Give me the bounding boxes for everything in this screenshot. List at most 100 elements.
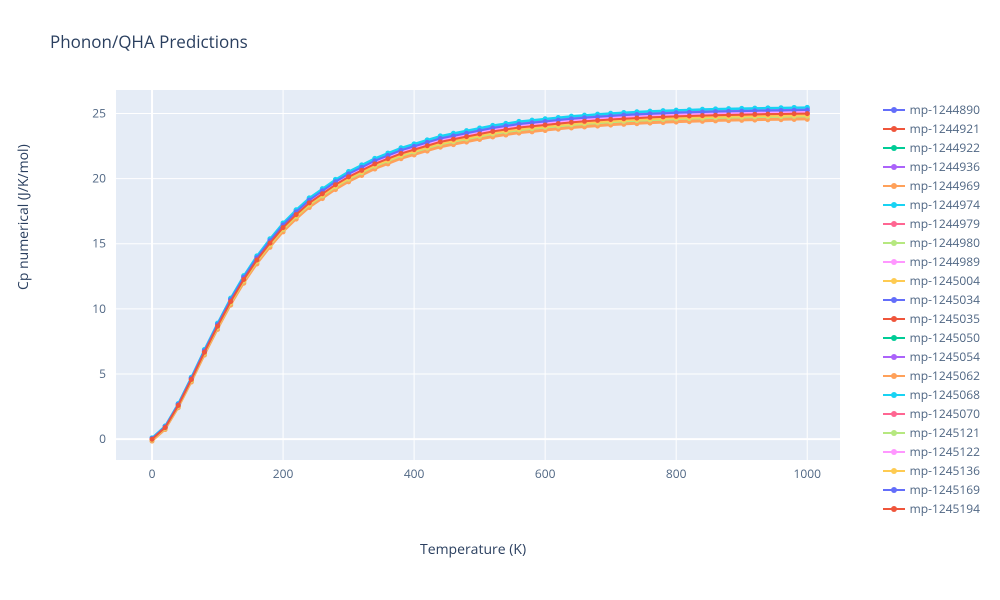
series-marker[interactable] <box>792 111 797 116</box>
series-marker[interactable] <box>189 377 194 382</box>
series-marker[interactable] <box>254 258 259 263</box>
legend-item[interactable]: mp-1244980 <box>883 233 980 252</box>
series-marker[interactable] <box>412 147 417 152</box>
legend-dot-icon <box>891 449 897 455</box>
legend-dot-icon <box>891 487 897 493</box>
legend-dot-icon <box>891 240 897 246</box>
series-marker[interactable] <box>477 132 482 137</box>
legend-item[interactable]: mp-1245194 <box>883 499 980 518</box>
legend-item[interactable]: mp-1245068 <box>883 385 980 404</box>
legend-label: mp-1245034 <box>910 291 980 308</box>
series-marker[interactable] <box>805 111 810 116</box>
series-marker[interactable] <box>202 350 207 355</box>
series-marker[interactable] <box>320 191 325 196</box>
series-marker[interactable] <box>674 114 679 119</box>
series-marker[interactable] <box>530 124 535 129</box>
legend-item[interactable]: mp-1245169 <box>883 480 980 499</box>
series-marker[interactable] <box>438 139 443 144</box>
series-marker[interactable] <box>779 112 784 117</box>
series-marker[interactable] <box>307 200 312 205</box>
legend: mp-1244890 mp-1244921 mp-1244922 mp-1244936… <box>883 100 980 518</box>
series-marker[interactable] <box>241 277 246 282</box>
series-marker[interactable] <box>451 137 456 142</box>
legend-swatch <box>883 123 905 135</box>
legend-item[interactable]: mp-1245062 <box>883 366 980 385</box>
legend-item[interactable]: mp-1244890 <box>883 100 980 119</box>
series-marker[interactable] <box>543 122 548 127</box>
series-marker[interactable] <box>359 168 364 173</box>
series-marker[interactable] <box>516 125 521 130</box>
series-marker[interactable] <box>399 151 404 156</box>
legend-item[interactable]: mp-1245004 <box>883 271 980 290</box>
legend-item[interactable]: mp-1245121 <box>883 423 980 442</box>
y-tick-label: 20 <box>92 170 106 187</box>
legend-item[interactable]: mp-1244969 <box>883 176 980 195</box>
legend-swatch <box>883 142 905 154</box>
series-marker[interactable] <box>346 174 351 179</box>
legend-dot-icon <box>891 297 897 303</box>
legend-dot-icon <box>891 335 897 341</box>
y-tick-label: 15 <box>92 235 106 252</box>
legend-item[interactable]: mp-1245035 <box>883 309 980 328</box>
series-marker[interactable] <box>176 403 181 408</box>
legend-label: mp-1244921 <box>910 120 980 137</box>
x-tick-label: 1000 <box>794 465 822 482</box>
series-marker[interactable] <box>634 116 639 121</box>
series-marker[interactable] <box>739 112 744 117</box>
series-marker[interactable] <box>228 299 233 304</box>
legend-item[interactable]: mp-1244936 <box>883 157 980 176</box>
series-marker[interactable] <box>700 113 705 118</box>
legend-item[interactable]: mp-1244922 <box>883 138 980 157</box>
legend-swatch <box>883 237 905 249</box>
legend-label: mp-1244922 <box>910 139 980 156</box>
series-marker[interactable] <box>621 116 626 121</box>
legend-item[interactable]: mp-1245054 <box>883 347 980 366</box>
series-marker[interactable] <box>267 241 272 246</box>
series-marker[interactable] <box>150 437 155 442</box>
series-marker[interactable] <box>582 119 587 124</box>
series-marker[interactable] <box>163 425 168 430</box>
legend-label: mp-1244974 <box>910 196 980 213</box>
legend-item[interactable]: mp-1245050 <box>883 328 980 347</box>
legend-label: mp-1244890 <box>910 101 980 118</box>
series-marker[interactable] <box>490 129 495 134</box>
series-marker[interactable] <box>464 134 469 139</box>
legend-label: mp-1245054 <box>910 348 980 365</box>
series-marker[interactable] <box>713 113 718 118</box>
legend-item[interactable]: mp-1244979 <box>883 214 980 233</box>
legend-item[interactable]: mp-1245034 <box>883 290 980 309</box>
y-tick-label: 10 <box>92 300 106 317</box>
series-marker[interactable] <box>595 118 600 123</box>
legend-label: mp-1245050 <box>910 329 980 346</box>
plot-area[interactable]: 020040060080010000510152025 <box>60 80 850 500</box>
series-marker[interactable] <box>385 156 390 161</box>
series-marker[interactable] <box>569 120 574 125</box>
legend-swatch <box>883 465 905 477</box>
legend-item[interactable]: mp-1245070 <box>883 404 980 423</box>
series-marker[interactable] <box>726 112 731 117</box>
series-marker[interactable] <box>556 121 561 126</box>
series-marker[interactable] <box>661 114 666 119</box>
series-marker[interactable] <box>333 182 338 187</box>
legend-item[interactable]: mp-1245122 <box>883 442 980 461</box>
series-marker[interactable] <box>765 112 770 117</box>
legend-swatch <box>883 104 905 116</box>
legend-item[interactable]: mp-1244921 <box>883 119 980 138</box>
series-marker[interactable] <box>425 143 430 148</box>
legend-label: mp-1245004 <box>910 272 980 289</box>
series-marker[interactable] <box>503 127 508 132</box>
legend-item[interactable]: mp-1245136 <box>883 461 980 480</box>
series-marker[interactable] <box>294 212 299 217</box>
series-marker[interactable] <box>752 112 757 117</box>
series-marker[interactable] <box>215 324 220 329</box>
series-marker[interactable] <box>608 117 613 122</box>
legend-dot-icon <box>891 430 897 436</box>
series-marker[interactable] <box>372 161 377 166</box>
legend-item[interactable]: mp-1244974 <box>883 195 980 214</box>
series-marker[interactable] <box>687 113 692 118</box>
series-marker[interactable] <box>281 225 286 230</box>
series-marker[interactable] <box>647 115 652 120</box>
legend-label: mp-1244936 <box>910 158 980 175</box>
legend-item[interactable]: mp-1244989 <box>883 252 980 271</box>
legend-dot-icon <box>891 126 897 132</box>
